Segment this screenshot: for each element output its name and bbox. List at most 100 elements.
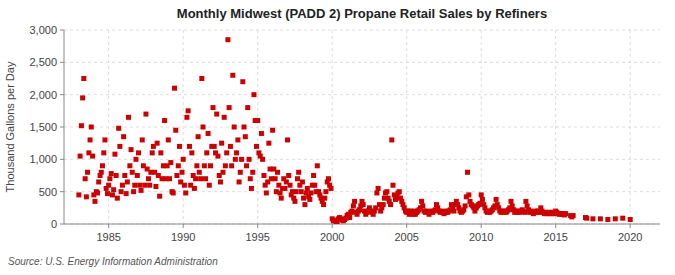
- point: [232, 125, 237, 130]
- point: [162, 118, 167, 123]
- point: [127, 163, 132, 168]
- point: [99, 170, 104, 175]
- point: [241, 125, 246, 130]
- point: [120, 183, 125, 188]
- point: [311, 173, 316, 178]
- x-tick: [630, 224, 631, 228]
- point: [109, 171, 114, 176]
- x-tick-label: 2015: [543, 231, 567, 243]
- point: [125, 179, 130, 184]
- x-axis-line: [64, 224, 660, 225]
- point: [388, 202, 393, 207]
- point: [266, 141, 271, 146]
- point: [397, 189, 402, 194]
- point: [494, 197, 499, 202]
- point: [219, 141, 224, 146]
- point: [605, 217, 610, 222]
- x-tick: [406, 224, 407, 228]
- point: [523, 199, 528, 204]
- y-grid-line: [64, 62, 660, 63]
- point: [211, 105, 216, 110]
- point: [147, 183, 152, 188]
- point: [114, 173, 119, 178]
- point: [245, 105, 250, 110]
- point: [80, 95, 85, 100]
- point: [628, 217, 633, 222]
- point: [135, 173, 140, 178]
- point: [247, 157, 252, 162]
- point: [613, 216, 618, 221]
- point: [563, 211, 568, 216]
- point: [218, 179, 223, 184]
- point: [278, 190, 283, 195]
- point: [130, 170, 135, 175]
- point: [309, 190, 314, 195]
- y-tick: [60, 159, 64, 160]
- x-tick: [481, 224, 482, 228]
- point: [292, 199, 297, 204]
- point: [186, 108, 191, 113]
- point: [243, 134, 248, 139]
- point: [240, 79, 245, 84]
- x-grid-line: [332, 30, 333, 224]
- point: [129, 147, 134, 152]
- point: [157, 194, 162, 199]
- point: [100, 163, 105, 168]
- point: [315, 163, 320, 168]
- point: [273, 176, 278, 181]
- point: [312, 183, 317, 188]
- point: [329, 186, 334, 191]
- point: [285, 137, 290, 142]
- point: [220, 170, 225, 175]
- point: [295, 176, 300, 181]
- point: [122, 173, 127, 178]
- point: [227, 105, 232, 110]
- point: [199, 76, 204, 81]
- point: [126, 115, 131, 120]
- point: [321, 202, 326, 207]
- point: [207, 183, 212, 188]
- point: [222, 115, 227, 120]
- point: [153, 184, 158, 189]
- x-tick: [332, 224, 333, 228]
- point: [167, 176, 172, 181]
- point: [261, 173, 266, 178]
- point: [300, 179, 305, 184]
- point: [264, 190, 269, 195]
- point: [83, 176, 88, 181]
- x-tick-label: 2005: [394, 231, 418, 243]
- point: [182, 183, 187, 188]
- y-tick-label: 2,000: [29, 89, 57, 101]
- point: [181, 157, 186, 162]
- point: [119, 189, 124, 194]
- point: [88, 137, 93, 142]
- x-grid-line: [406, 30, 407, 224]
- y-grid-line: [64, 127, 660, 128]
- y-tick: [60, 191, 64, 192]
- point: [419, 199, 424, 204]
- point: [117, 144, 122, 149]
- point: [166, 137, 171, 142]
- y-tick-label: 1,000: [29, 153, 57, 165]
- points: [76, 37, 632, 224]
- point: [143, 112, 148, 117]
- point: [376, 186, 381, 191]
- point: [301, 196, 306, 201]
- point: [203, 176, 208, 181]
- point: [282, 186, 287, 191]
- point: [187, 144, 192, 149]
- point: [228, 144, 233, 149]
- point: [140, 137, 145, 142]
- point: [174, 173, 179, 178]
- point: [110, 192, 115, 197]
- point: [215, 154, 220, 159]
- point: [590, 216, 595, 221]
- y-axis-line: [64, 30, 65, 224]
- point: [101, 150, 106, 155]
- point: [235, 137, 240, 142]
- point: [259, 131, 264, 136]
- point: [420, 203, 425, 208]
- point: [89, 125, 94, 130]
- x-tick: [108, 224, 109, 228]
- point: [90, 154, 95, 159]
